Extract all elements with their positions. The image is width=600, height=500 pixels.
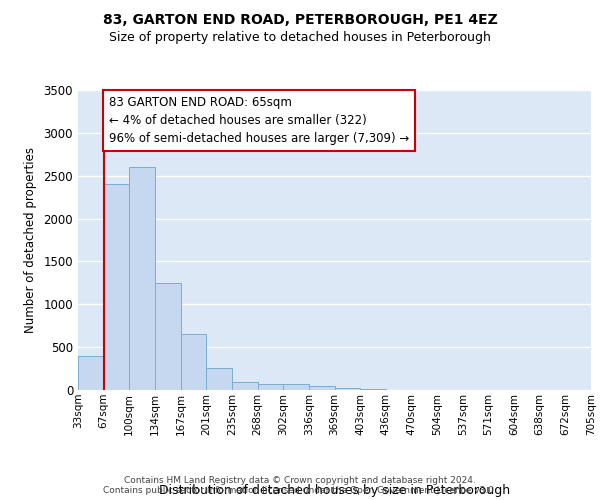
- Text: Contains public sector information licensed under the Open Government Licence v3: Contains public sector information licen…: [103, 486, 497, 495]
- Bar: [232, 382, 257, 390]
- Bar: [130, 167, 155, 390]
- Bar: [181, 334, 206, 390]
- Bar: [78, 356, 104, 390]
- Text: 83, GARTON END ROAD, PETERBOROUGH, PE1 4EZ: 83, GARTON END ROAD, PETERBOROUGH, PE1 4…: [103, 12, 497, 26]
- X-axis label: Distribution of detached houses by size in Peterborough: Distribution of detached houses by size …: [159, 484, 510, 496]
- Text: Contains HM Land Registry data © Crown copyright and database right 2024.: Contains HM Land Registry data © Crown c…: [124, 476, 476, 485]
- Bar: [360, 388, 386, 390]
- Bar: [206, 368, 232, 390]
- Bar: [155, 283, 181, 390]
- Bar: [104, 184, 130, 390]
- Bar: [257, 384, 283, 390]
- Bar: [309, 386, 335, 390]
- Bar: [283, 384, 309, 390]
- Bar: [335, 388, 360, 390]
- Text: 83 GARTON END ROAD: 65sqm
← 4% of detached houses are smaller (322)
96% of semi-: 83 GARTON END ROAD: 65sqm ← 4% of detach…: [109, 96, 409, 145]
- Text: Size of property relative to detached houses in Peterborough: Size of property relative to detached ho…: [109, 31, 491, 44]
- Y-axis label: Number of detached properties: Number of detached properties: [23, 147, 37, 333]
